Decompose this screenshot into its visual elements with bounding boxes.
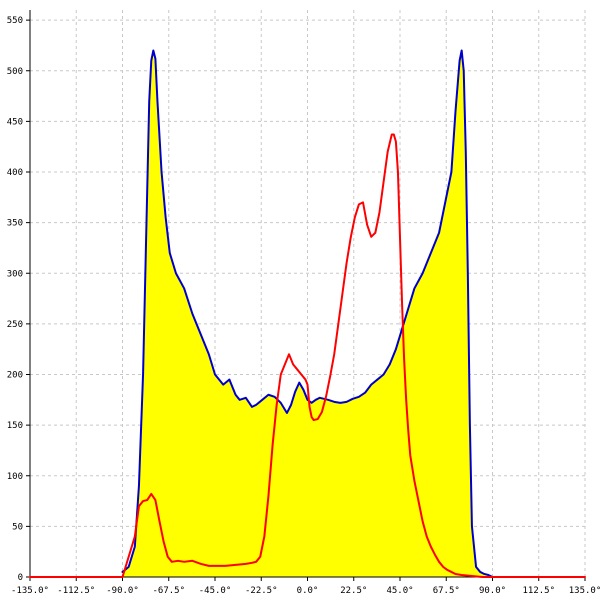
y-tick-label: 50	[12, 522, 23, 532]
x-tick-label: -90.0°	[106, 586, 139, 596]
y-tick-label: 400	[7, 168, 23, 178]
line-layer	[29, 49, 586, 578]
x-tick-label: -112.5°	[57, 586, 95, 596]
x-tick-label: -67.5°	[152, 586, 185, 596]
x-tick-label: 112.5°	[522, 586, 555, 596]
y-tick-label: 450	[7, 117, 23, 127]
x-tick-label: -22.5°	[245, 586, 278, 596]
y-tick-label: 350	[7, 219, 23, 229]
y-tick-label: 100	[7, 472, 23, 482]
y-tick-label: 250	[7, 320, 23, 330]
y-tick-label: 200	[7, 371, 23, 381]
grid	[29, 10, 586, 577]
x-tick-label: 45.0°	[386, 586, 413, 596]
x-tick-label: -45.0°	[199, 586, 232, 596]
x-tick-label: 135.0°	[569, 586, 600, 596]
y-tick-label: 550	[7, 16, 23, 26]
y-tick-label: 150	[7, 421, 23, 431]
area-layer	[122, 50, 493, 577]
x-tick-label: 22.5°	[340, 586, 367, 596]
y-tick-label: 0	[18, 573, 23, 583]
x-tick-label: -135.0°	[11, 586, 49, 596]
series-area-fill	[122, 50, 493, 577]
tick-labels: -135.0° -112.5° -90.0° -67.5° -45.0° -22.5° 0.…	[7, 16, 600, 596]
x-tick-label: 0.0°	[297, 586, 319, 596]
y-tick-label: 300	[7, 269, 23, 279]
x-tick-label: 90.0°	[479, 586, 506, 596]
series-line-2	[29, 133, 586, 578]
y-tick-label: 500	[7, 67, 23, 77]
x-tick-label: 67.5°	[433, 586, 460, 596]
